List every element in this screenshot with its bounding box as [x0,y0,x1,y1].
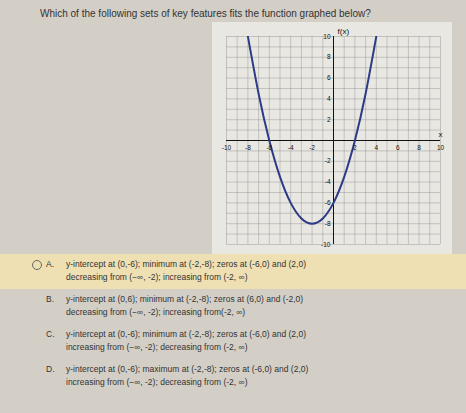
svg-text:4: 4 [327,95,331,102]
svg-text:f(x): f(x) [338,27,350,36]
svg-text:4: 4 [374,144,378,151]
svg-text:-10: -10 [222,144,232,151]
svg-text:-2: -2 [309,144,315,151]
svg-text:x: x [439,130,443,139]
html-text:y-intercept at (0,6); minimum: y-intercept at (0,6); minimum at (-2,-8)… [66,294,304,304]
html-text:C.: C. [46,329,55,339]
html-text:decreasing from (−∞, -2); incr: decreasing from (−∞, -2); increasing fro… [66,272,248,282]
svg-text:-4: -4 [288,144,294,151]
svg-text:-8: -8 [325,220,331,227]
svg-text:10: 10 [437,144,445,151]
html-text:increasing from (−∞, -2); decr: increasing from (−∞, -2); decreasing fro… [66,342,248,352]
svg-text:6: 6 [396,144,400,151]
html-text:A.: A. [46,259,54,269]
html-text:Which of the following sets of: Which of the following sets of key featu… [40,8,371,19]
svg-text:-8: -8 [245,144,251,151]
html-text:y-intercept at (0,-6); maximum: y-intercept at (0,-6); maximum at (-2,-8… [66,364,309,374]
html-text:decreasing from (−∞, -2); incr: decreasing from (−∞, -2); increasing fro… [66,307,246,317]
html-text:y-intercept at (0,-6); minimum: y-intercept at (0,-6); minimum at (-2,-8… [66,259,306,269]
svg-text:2: 2 [327,116,331,123]
svg-text:6: 6 [327,74,331,81]
html-text:increasing from (−∞, -2); decr: increasing from (−∞, -2); decreasing fro… [66,377,248,387]
svg-text:2: 2 [353,144,357,151]
svg-text:8: 8 [327,53,331,60]
svg-text:-4: -4 [325,178,331,185]
svg-text:10: 10 [323,33,331,40]
html-text:D.: D. [46,364,55,374]
html-text:y-intercept at (0,-6); minimum: y-intercept at (0,-6); minimum at (-2,-8… [66,329,306,339]
svg-text:8: 8 [417,144,421,151]
svg-text:-2: -2 [325,157,331,164]
svg-text:-6: -6 [325,199,331,206]
svg-text:-6: -6 [266,144,272,151]
svg-text:-10: -10 [321,241,331,248]
html-text:B.: B. [46,294,54,304]
